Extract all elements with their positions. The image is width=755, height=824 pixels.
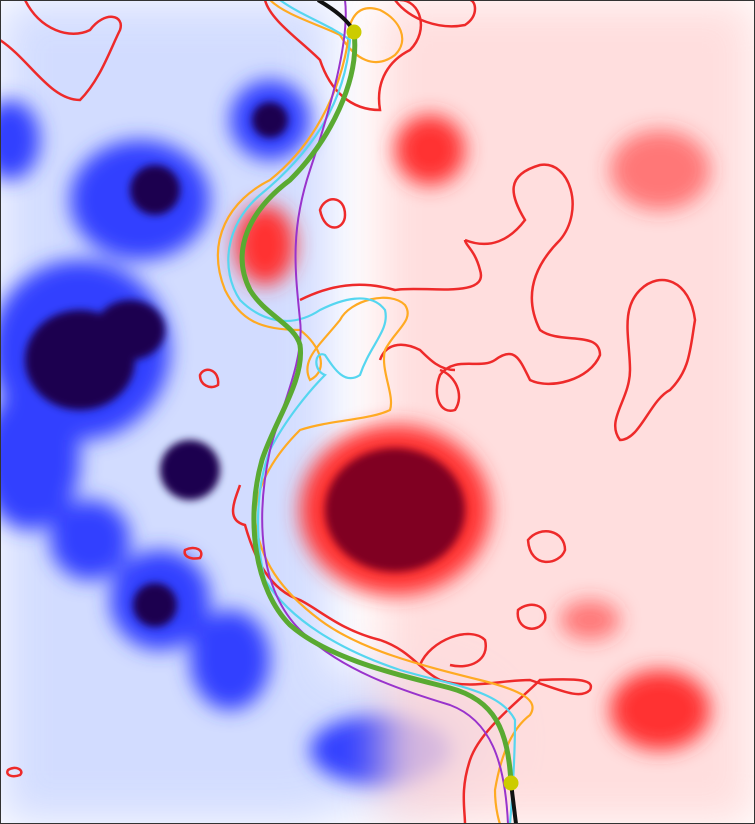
contour [263,0,422,112]
contour [183,546,203,560]
orange-contour [216,0,534,824]
contour [516,603,547,630]
purple-path [261,0,509,824]
contour [0,0,122,102]
contour [198,368,220,389]
green-path [239,31,514,784]
contour [526,530,567,564]
contour [6,766,23,778]
contour [435,163,602,412]
contour [418,632,487,668]
cyan-contour [227,0,517,824]
contour [614,278,697,442]
start-point-marker [346,24,362,40]
contour [394,0,477,28]
contour [318,198,347,229]
contour [299,239,483,302]
contour [378,343,456,372]
end-point-marker [503,775,519,791]
